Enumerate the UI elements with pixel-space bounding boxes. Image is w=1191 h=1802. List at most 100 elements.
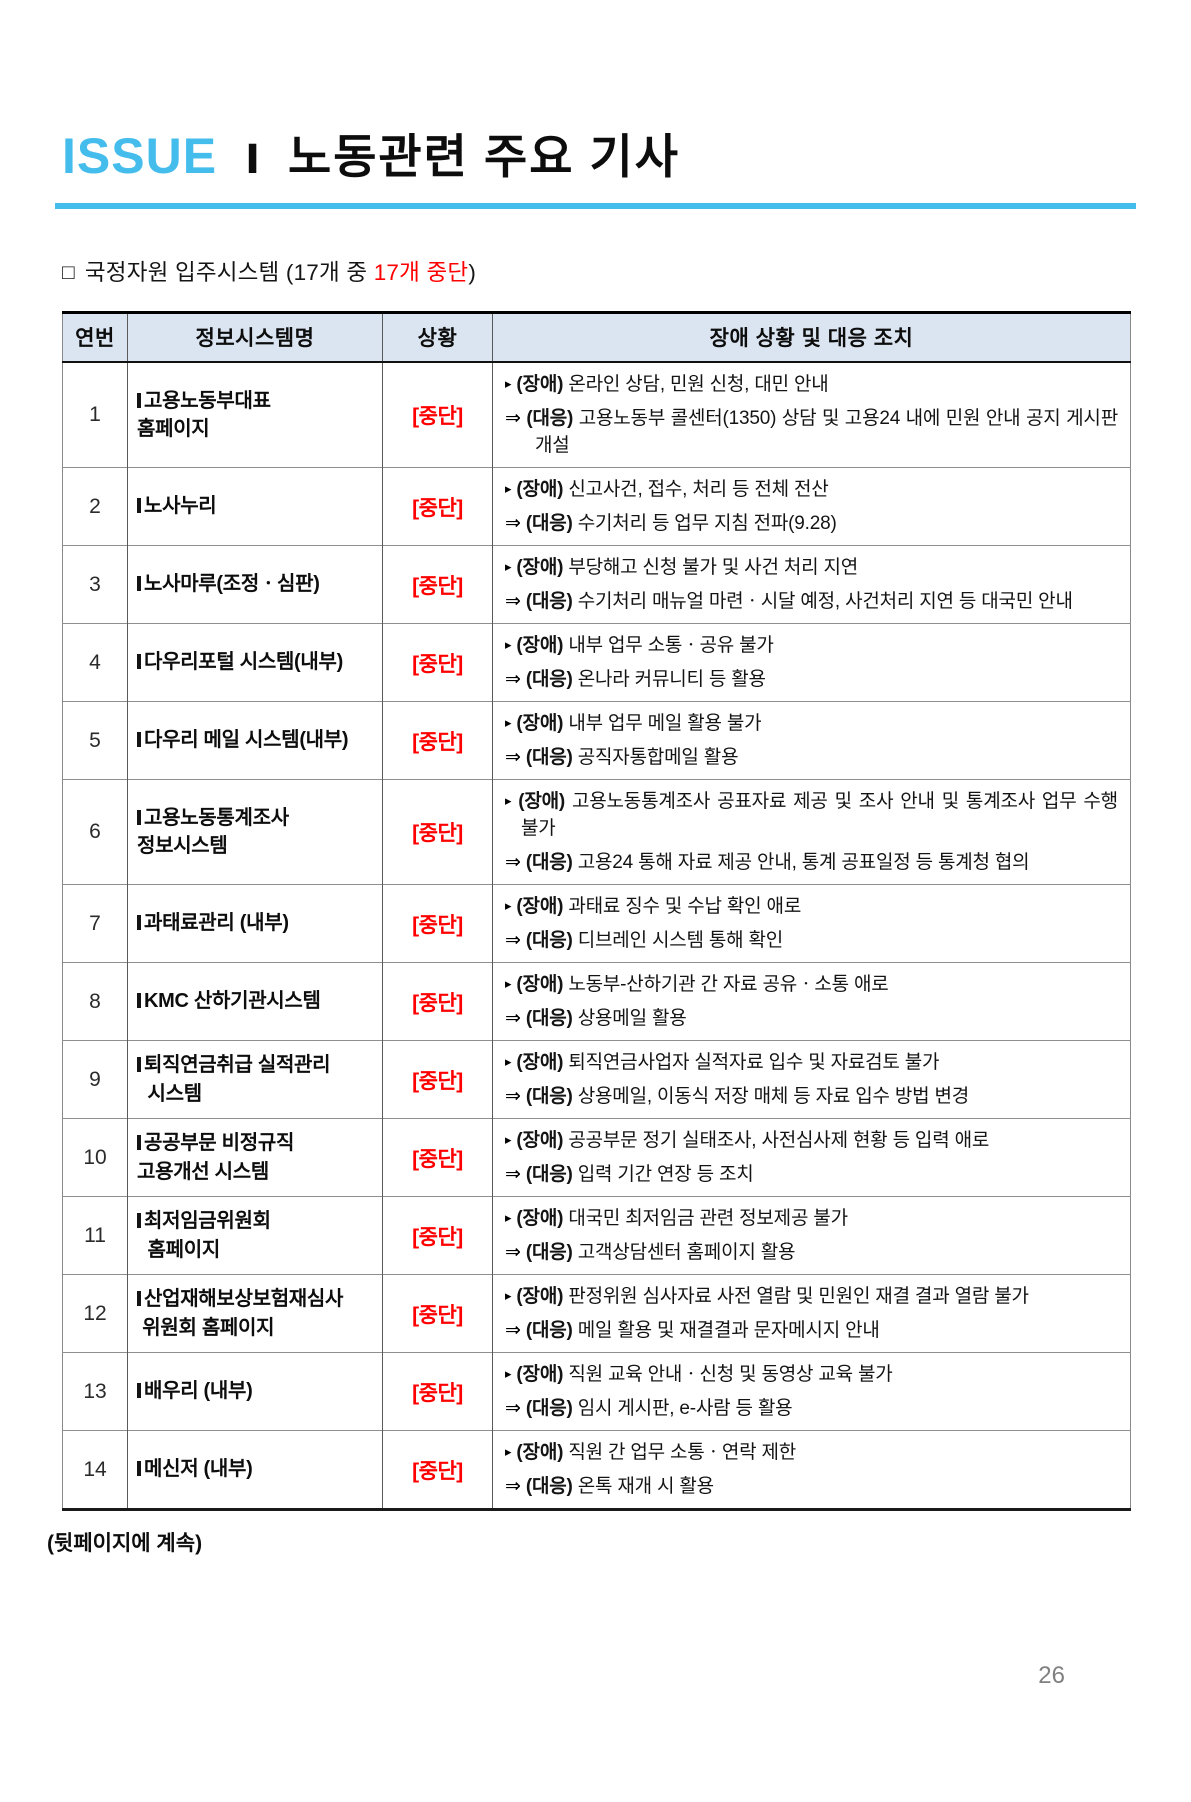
double-arrow-icon: ⇒	[505, 1086, 521, 1107]
double-arrow-icon: ⇒	[505, 591, 521, 612]
issue-line: ▸ (장애) 부당해고 신청 불가 및 사건 처리 지연	[505, 553, 1118, 581]
detail-cell: ▸ (장애) 고용노동통계조사 공표자료 제공 및 조사 안내 및 통계조사 업…	[492, 779, 1131, 885]
table-body: 1 고용노동부대표 홈페이지 [중단] ▸ (장애) 온라인 상담, 민원 신청…	[62, 362, 1131, 1510]
response-label: (대응)	[525, 852, 573, 873]
response-line: ⇒ (대응) 수기처리 매뉴얼 마련ㆍ시달 예정, 사건처리 지연 등 대국민 …	[505, 588, 1118, 615]
system-name-cell: 노사마루(조정ㆍ심판)	[127, 545, 383, 624]
response-text: 공직자통합메일 활용	[577, 747, 739, 768]
name-bullet-icon	[137, 654, 141, 670]
row-number-cell: 4	[62, 623, 128, 702]
response-line: ⇒ (대응) 고용노동부 콜센터(1350) 상담 및 고용24 내에 민원 안…	[505, 405, 1118, 459]
response-text: 수기처리 등 업무 지침 전파(9.28)	[577, 513, 837, 534]
system-name-cell: 노사누리	[127, 467, 383, 546]
row-number: 14	[83, 1457, 107, 1481]
status-badge: [중단]	[412, 496, 463, 520]
subtitle-suffix: )	[468, 260, 477, 285]
detail-cell: ▸ (장애) 판정위원 심사자료 사전 열람 및 민원인 재결 결과 열람 불가…	[492, 1274, 1131, 1353]
issue-text: 직원 간 업무 소통ㆍ연락 제한	[568, 1442, 797, 1463]
header-status: 상황	[382, 312, 493, 363]
status-badge: [중단]	[412, 652, 463, 676]
table-row: 10 공공부문 비정규직 고용개선 시스템 [중단] ▸ (장애) 공공부문 정…	[62, 1118, 1131, 1197]
header-system-name: 정보시스템명	[127, 312, 383, 363]
response-text: 입력 기간 연장 등 조치	[577, 1164, 754, 1185]
response-line: ⇒ (대응) 임시 게시판, e-사람 등 활용	[505, 1395, 1118, 1422]
row-number: 1	[89, 403, 101, 426]
response-line: ⇒ (대응) 온톡 재개 시 활용	[505, 1473, 1118, 1500]
name-bullet-icon	[137, 576, 141, 592]
row-number: 4	[89, 650, 101, 674]
row-number-cell: 12	[62, 1274, 128, 1353]
response-label: (대응)	[525, 1164, 573, 1185]
response-text: 임시 게시판, e-사람 등 활용	[577, 1398, 793, 1419]
table-row: 14 메신저 (내부) [중단] ▸ (장애) 직원 간 업무 소통ㆍ연락 제한…	[62, 1430, 1131, 1510]
double-arrow-icon: ⇒	[505, 930, 521, 951]
subtitle-highlight: 17개 중단	[373, 260, 469, 285]
response-text: 온나라 커뮤니티 등 활용	[577, 669, 766, 690]
system-name-cell: 퇴직연금취급 실적관리 시스템	[127, 1040, 383, 1119]
issue-line: ▸ (장애) 대국민 최저임금 관련 정보제공 불가	[505, 1204, 1118, 1232]
table-row: 9 퇴직연금취급 실적관리 시스템 [중단] ▸ (장애) 퇴직연금사업자 실적…	[62, 1040, 1131, 1119]
issue-label: (장애)	[516, 1286, 564, 1307]
system-name-cell: 고용노동통계조사 정보시스템	[127, 779, 383, 885]
system-name-cell: 공공부문 비정규직 고용개선 시스템	[127, 1118, 383, 1197]
issue-label: (장애)	[516, 557, 564, 578]
row-number: 6	[89, 820, 101, 843]
status-badge: [중단]	[412, 991, 463, 1015]
response-line: ⇒ (대응) 입력 기간 연장 등 조치	[505, 1161, 1118, 1188]
detail-cell: ▸ (장애) 온라인 상담, 민원 신청, 대민 안내 ⇒ (대응) 고용노동부…	[492, 362, 1131, 468]
double-arrow-icon: ⇒	[505, 1008, 521, 1029]
row-number-cell: 7	[62, 884, 128, 963]
triangle-bullet-icon: ▸	[505, 376, 512, 391]
status-cell: [중단]	[382, 1430, 493, 1510]
name-bullet-icon	[137, 915, 141, 931]
detail-cell: ▸ (장애) 부당해고 신청 불가 및 사건 처리 지연 ⇒ (대응) 수기처리…	[492, 545, 1131, 624]
title-divider-line	[55, 203, 1136, 209]
status-badge: [중단]	[412, 405, 463, 428]
table-row: 6 고용노동통계조사 정보시스템 [중단] ▸ (장애) 고용노동통계조사 공표…	[62, 779, 1131, 885]
issue-line: ▸ (장애) 내부 업무 메일 활용 불가	[505, 709, 1118, 737]
response-label: (대응)	[525, 1086, 573, 1107]
system-name-cell: 메신저 (내부)	[127, 1430, 383, 1510]
issue-line: ▸ (장애) 퇴직연금사업자 실적자료 입수 및 자료검토 불가	[505, 1048, 1118, 1076]
issue-line: ▸ (장애) 판정위원 심사자료 사전 열람 및 민원인 재결 결과 열람 불가	[505, 1282, 1118, 1310]
status-cell: [중단]	[382, 362, 493, 468]
system-name: 공공부문 비정규직 고용개선 시스템	[137, 1132, 295, 1183]
row-number-cell: 8	[62, 962, 128, 1041]
system-name: 최저임금위원회 홈페이지	[144, 1210, 271, 1261]
name-bullet-icon	[137, 732, 141, 748]
response-label: (대응)	[525, 669, 573, 690]
issue-label: (장애)	[516, 1052, 564, 1073]
status-cell: [중단]	[382, 623, 493, 702]
status-cell: [중단]	[382, 1274, 493, 1353]
detail-cell: ▸ (장애) 내부 업무 소통ㆍ공유 불가 ⇒ (대응) 온나라 커뮤니티 등 …	[492, 623, 1131, 702]
system-name: 산업재해보상보험재심사 위원회 홈페이지	[142, 1288, 344, 1339]
detail-cell: ▸ (장애) 노동부-산하기관 간 자료 공유ㆍ소통 애로 ⇒ (대응) 상용메…	[492, 962, 1131, 1041]
name-bullet-icon	[137, 498, 141, 514]
detail-cell: ▸ (장애) 대국민 최저임금 관련 정보제공 불가 ⇒ (대응) 고객상담센터…	[492, 1196, 1131, 1275]
issue-text: 고용노동통계조사 공표자료 제공 및 조사 안내 및 통계조사 업무 수행 불가	[521, 791, 1118, 839]
system-name-cell: 배우리 (내부)	[127, 1352, 383, 1431]
issue-line: ▸ (장애) 공공부문 정기 실태조사, 사전심사제 현황 등 입력 애로	[505, 1126, 1118, 1154]
issue-label: (장애)	[516, 1364, 564, 1385]
system-status-table: 연번 정보시스템명 상황 장애 상황 및 대응 조치 1 고용노동부대표 홈페이…	[62, 311, 1131, 1511]
table-row: 2 노사누리 [중단] ▸ (장애) 신고사건, 접수, 처리 등 전체 전산 …	[62, 467, 1131, 546]
table-row: 8 KMC 산하기관시스템 [중단] ▸ (장애) 노동부-산하기관 간 자료 …	[62, 962, 1131, 1041]
continuation-note: (뒷페이지에 계속)	[47, 1532, 203, 1555]
issue-text: 온라인 상담, 민원 신청, 대민 안내	[568, 374, 829, 395]
response-line: ⇒ (대응) 디브레인 시스템 통해 확인	[505, 927, 1118, 954]
detail-cell: ▸ (장애) 직원 간 업무 소통ㆍ연락 제한 ⇒ (대응) 온톡 재개 시 활…	[492, 1430, 1131, 1510]
header-no: 연번	[62, 312, 128, 363]
system-name: 배우리 (내부)	[144, 1380, 253, 1403]
triangle-bullet-icon: ▸	[505, 1210, 512, 1225]
system-name-cell: 고용노동부대표 홈페이지	[127, 362, 383, 468]
status-cell: [중단]	[382, 962, 493, 1041]
row-number-cell: 2	[62, 467, 128, 546]
triangle-bullet-icon: ▸	[505, 1366, 512, 1381]
issue-line: ▸ (장애) 직원 간 업무 소통ㆍ연락 제한	[505, 1438, 1118, 1466]
name-bullet-icon	[137, 809, 141, 825]
name-bullet-icon	[137, 1135, 141, 1151]
system-name-cell: 산업재해보상보험재심사 위원회 홈페이지	[127, 1274, 383, 1353]
double-arrow-icon: ⇒	[505, 669, 521, 690]
issue-line: ▸ (장애) 노동부-산하기관 간 자료 공유ㆍ소통 애로	[505, 970, 1118, 998]
issue-text: 직원 교육 안내ㆍ신청 및 동영상 교육 불가	[568, 1364, 893, 1385]
